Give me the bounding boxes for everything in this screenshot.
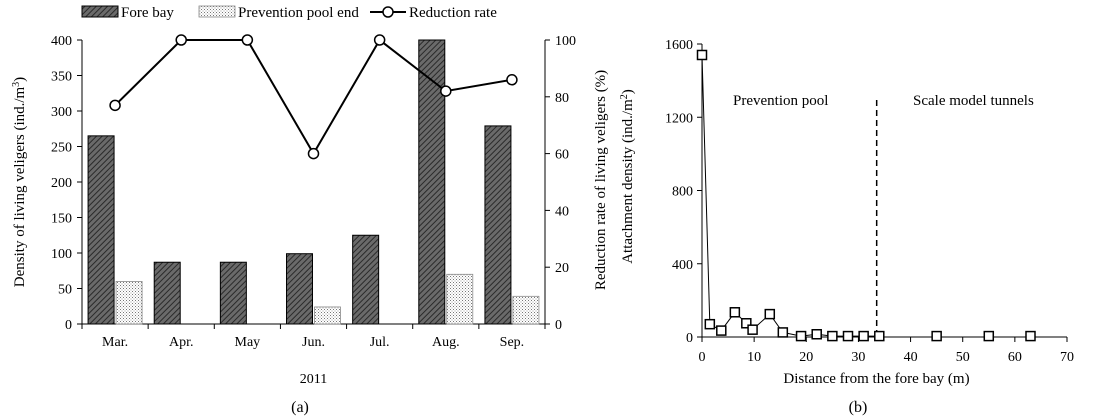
chart-b-x-tick-label: 30 — [851, 350, 865, 365]
chart-b-data-point — [931, 330, 942, 342]
chart-b-data-point — [983, 330, 995, 342]
legend-label-fore-bay: Fore bay — [121, 5, 174, 21]
chart-a-y-tick-label: 250 — [51, 141, 72, 156]
legend-swatch-prevention-pool-end — [198, 5, 236, 18]
chart-panel-a: Fore bay Prevention pool end Reduction rat… — [11, 5, 610, 416]
chart-a-bar-fore-bay — [484, 125, 512, 325]
legend-label-reduction-rate: Reduction rate — [409, 5, 497, 21]
chart-a-y-tick-label: 0 — [65, 318, 72, 333]
chart-b-data-point — [874, 330, 885, 342]
chart-a-y-tick-label: 100 — [51, 247, 72, 262]
chart-a-y-tick-label: 350 — [51, 70, 72, 85]
chart-a-x-tick-label: Jul. — [370, 335, 390, 350]
chart-a-x-axis-label: 2011 — [300, 372, 327, 387]
chart-b-data-point — [795, 330, 807, 342]
chart-a-bar-fore-bay — [87, 135, 115, 325]
chart-a-bar-prevention-pool-end — [314, 306, 341, 325]
chart-a-axes: 0 50 100 150 200 250 300 350 400 0 20 40 60 80 100 Mar.… — [51, 34, 576, 350]
chart-a-bar-fore-bay — [418, 39, 446, 325]
chart-b-x-tick-label: 10 — [747, 350, 761, 365]
chart-a-reduction-rate-point — [109, 99, 121, 112]
chart-b-data-point — [747, 324, 758, 335]
chart-a-bar-fore-bay — [352, 234, 380, 325]
chart-b-y-tick-label: 400 — [672, 258, 693, 273]
chart-b-data-point — [704, 318, 716, 330]
panel-a-caption: (a) — [291, 399, 309, 416]
chart-a-x-tick-label: Apr. — [169, 335, 194, 350]
chart-a-x-tick-label: Mar. — [102, 335, 128, 350]
chart-b-data-point — [696, 49, 708, 61]
chart-b-data-point — [1025, 330, 1036, 342]
chart-a-bar-fore-bay — [286, 253, 313, 325]
chart-a-legend: Fore bay Prevention pool end Reduction rat… — [81, 5, 497, 21]
chart-b-x-tick-label: 40 — [904, 350, 918, 365]
chart-b-data-point — [827, 330, 838, 342]
chart-a-bar-prevention-pool-end — [115, 280, 143, 325]
chart-a-reduction-rate-point — [175, 34, 187, 46]
chart-a-bar-fore-bay — [219, 261, 247, 325]
chart-a-x-tick-label: Sep. — [500, 335, 525, 350]
chart-panel-b: 0 400 800 1200 1600 0 10 20 30 40 50 60 70 Attachmen… — [619, 38, 1075, 416]
chart-b-data-point — [842, 330, 854, 342]
chart-b-x-tick-label: 20 — [799, 350, 813, 365]
chart-b-data-point — [729, 307, 741, 318]
chart-a-reduction-rate-line — [114, 38, 513, 156]
chart-a-labels: Density of living veligers (ind./m3) Red… — [11, 70, 610, 416]
chart-b-data-point — [741, 318, 752, 329]
chart-b-y-tick-label: 1600 — [665, 38, 693, 53]
chart-a-bar-prevention-pool-end — [512, 295, 540, 325]
chart-b-series — [696, 49, 1036, 342]
chart-a-y-axis-label: Density of living veligers (ind./m3) — [11, 77, 29, 287]
chart-b-y-tick-label: 0 — [686, 331, 693, 346]
chart-b-labels: Attachment density (ind./m2) Distance fr… — [619, 89, 1034, 416]
chart-b-x-tick-label: 50 — [956, 350, 970, 365]
chart-b-data-point — [716, 325, 727, 336]
chart-a-reduction-rate-point — [307, 147, 320, 160]
chart-b-data-point — [764, 308, 776, 320]
chart-b-x-tick-label: 70 — [1060, 350, 1074, 365]
legend-swatch-reduction-rate-marker — [382, 6, 394, 18]
chart-a-y-tick-label: 200 — [51, 176, 72, 191]
chart-a-y2-tick-label: 60 — [555, 148, 569, 163]
chart-a-y-tick-label: 50 — [58, 283, 72, 298]
panel-b-caption: (b) — [849, 399, 868, 416]
chart-a-y2-tick-label: 80 — [555, 91, 569, 106]
chart-a-y2-tick-label: 0 — [555, 318, 562, 333]
chart-b-x-tick-label: 60 — [1008, 350, 1022, 365]
chart-b-y-axis-label: Attachment density (ind./m2) — [619, 89, 637, 264]
chart-a-bar-prevention-pool-end — [446, 273, 474, 325]
chart-b-x-tick-label: 0 — [699, 350, 706, 365]
chart-a-reduction-rate-point — [241, 34, 254, 46]
chart-a-y-tick-label: 150 — [51, 212, 72, 227]
chart-b-y-tick-label: 1200 — [665, 111, 693, 126]
chart-a-reduction-rate-point — [373, 34, 386, 46]
chart-a-y2-tick-label: 40 — [555, 204, 569, 219]
chart-a-x-tick-label: Jun. — [302, 335, 325, 350]
chart-b-axes: 0 400 800 1200 1600 0 10 20 30 40 50 60 70 — [665, 38, 1074, 365]
chart-b-annotation-prevention-pool: Prevention pool — [733, 93, 828, 109]
chart-b-data-point — [777, 327, 789, 338]
chart-a-y2-axis-label: Reduction rate of living veligers (%) — [593, 70, 609, 290]
chart-a-y-tick-label: 400 — [51, 34, 72, 49]
chart-a-reduction-line — [109, 34, 518, 160]
chart-a-y2-tick-label: 20 — [555, 261, 569, 276]
chart-b-data-point — [811, 329, 822, 340]
legend-swatch-fore-bay — [81, 5, 119, 18]
chart-a-x-tick-label: Aug. — [432, 335, 460, 350]
legend-label-prevention-pool-end: Prevention pool end — [238, 5, 359, 21]
chart-a-reduction-rate-point — [506, 74, 518, 86]
chart-a-bars — [87, 39, 540, 325]
chart-b-annotation-scale-model: Scale model tunnels — [913, 93, 1034, 109]
chart-b-y-tick-label: 800 — [672, 185, 693, 200]
chart-a-y-tick-label: 300 — [51, 105, 72, 120]
chart-a-bar-fore-bay — [153, 261, 181, 325]
chart-b-x-axis-label: Distance from the fore bay (m) — [783, 371, 969, 387]
chart-a-reduction-rate-point — [440, 85, 452, 97]
chart-b-data-point — [858, 330, 869, 342]
chart-a-y2-tick-label: 100 — [555, 34, 576, 49]
chart-a-x-tick-label: May — [235, 335, 261, 350]
